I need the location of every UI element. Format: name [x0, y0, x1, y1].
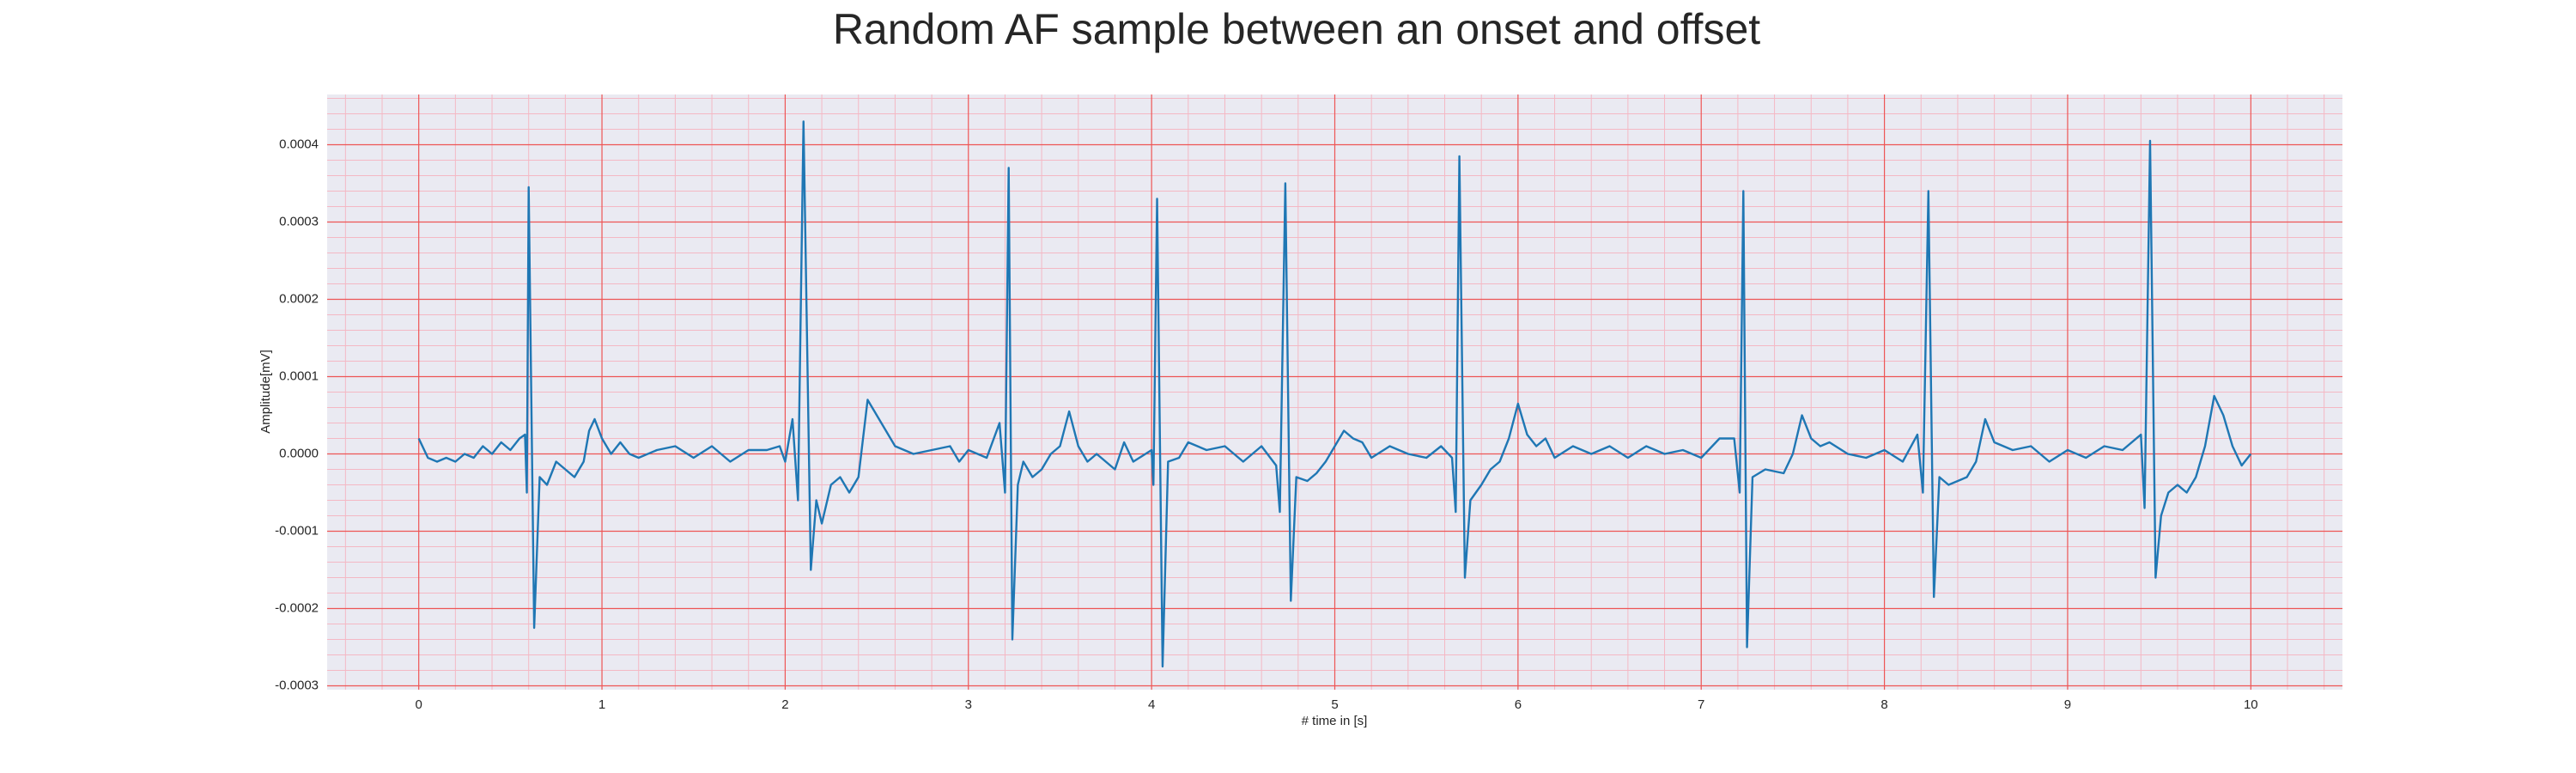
x-tick-label: 0 — [416, 697, 422, 712]
signal-line — [417, 120, 2252, 668]
ticks: 0 1 2 3 4 5 6 7 8 9 10 -0.0003 -0.0002 -0.0001 0.0000 0… — [275, 137, 2258, 712]
x-axis-label: # time in [s] — [1302, 714, 1368, 728]
grid — [327, 94, 2342, 690]
x-tick-label: 3 — [965, 697, 972, 712]
y-tick-label: 0.0001 — [279, 368, 319, 383]
x-tick-label: 5 — [1331, 697, 1338, 712]
y-tick-label: 0.0002 — [279, 291, 319, 306]
y-axis-label: Amplitude[mV] — [258, 350, 273, 434]
x-tick-label: 10 — [2244, 697, 2258, 712]
x-tick-label: 7 — [1698, 697, 1704, 712]
y-tick-label: -0.0002 — [275, 600, 319, 615]
x-tick-label: 6 — [1515, 697, 1522, 712]
x-tick-label: 2 — [781, 697, 788, 712]
y-tick-label: 0.0003 — [279, 214, 319, 228]
y-tick-label: 0.0000 — [279, 446, 319, 460]
x-tick-label: 8 — [1880, 697, 1887, 712]
x-tick-label: 1 — [598, 697, 605, 712]
y-tick-label: 0.0004 — [279, 137, 319, 151]
y-tick-label: -0.0001 — [275, 523, 319, 538]
y-tick-label: -0.0003 — [275, 678, 319, 692]
x-tick-label: 4 — [1148, 697, 1155, 712]
x-tick-label: 9 — [2064, 697, 2071, 712]
lines — [417, 120, 2252, 668]
chart-title: Random AF sample between an onset and of… — [833, 5, 1760, 53]
